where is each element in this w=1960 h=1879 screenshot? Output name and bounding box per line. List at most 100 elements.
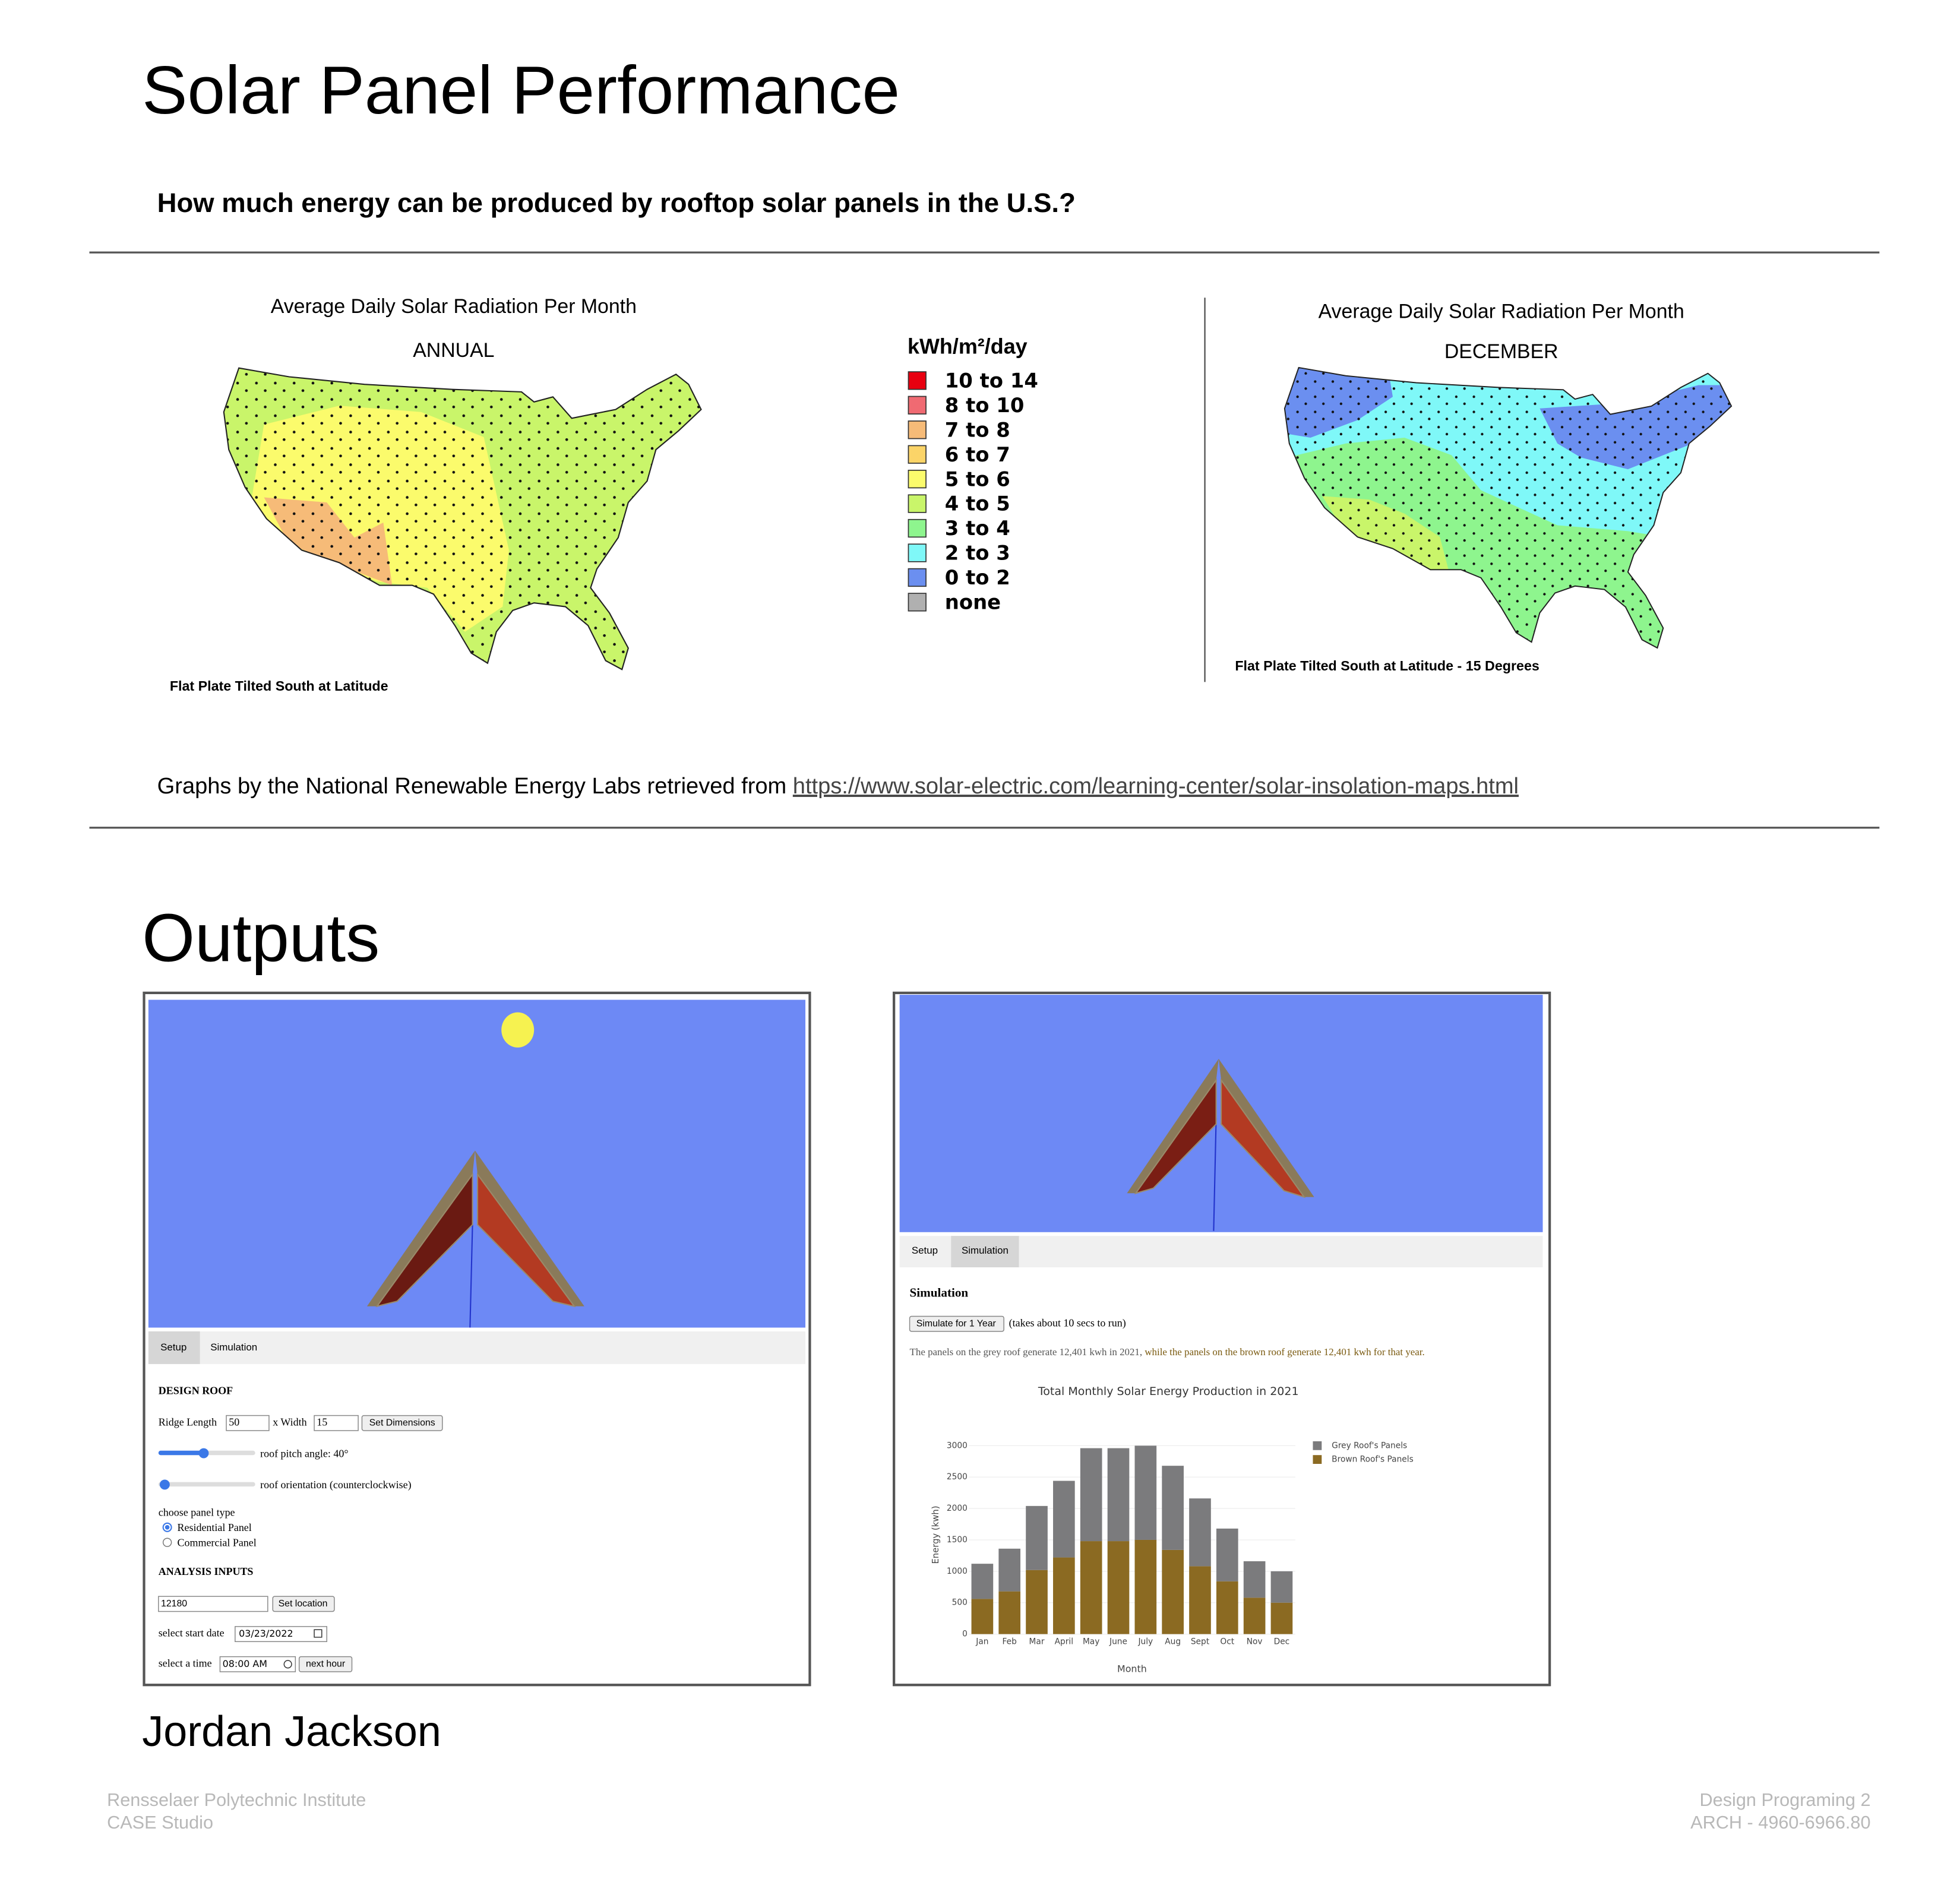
bar <box>1107 1448 1130 1542</box>
page-title: Solar Panel Performance <box>142 53 900 128</box>
result-brown: while the panels on the brown roof gener… <box>1145 1346 1424 1358</box>
legend-swatch <box>908 396 927 415</box>
map-caption: Flat Plate Tilted South at Latitude <box>170 678 388 694</box>
button: next hour <box>306 1659 346 1669</box>
map-caption: Flat Plate Tilted South at Latitude - 15… <box>1235 658 1539 673</box>
map-title: Average Daily Solar Radiation Per Month <box>1319 300 1684 323</box>
label: select a time <box>159 1657 212 1669</box>
input-value: 12180 <box>161 1599 187 1609</box>
heading: Simulation <box>910 1285 969 1299</box>
legend-label: 3 to 4 <box>945 517 1010 540</box>
sun <box>501 1012 535 1048</box>
label: choose panel type <box>159 1507 235 1519</box>
result: The panels on the grey roof generate 12,… <box>910 1346 1425 1358</box>
x-tick-label: May <box>1083 1637 1099 1646</box>
x-tick-label: Jan <box>975 1637 988 1646</box>
source-text: Graphs by the National Renewable Energy … <box>157 774 787 799</box>
legend-label: 10 to 14 <box>945 369 1038 392</box>
map-period: DECEMBER <box>1444 340 1558 363</box>
author: Jordan Jackson <box>142 1708 441 1755</box>
input-value: 08:00 AM <box>223 1658 267 1669</box>
bar <box>1053 1557 1075 1634</box>
source-link[interactable]: https://www.solar-electric.com/learning-… <box>793 774 1519 799</box>
bar <box>1216 1581 1238 1634</box>
legend-swatch <box>1313 1455 1322 1464</box>
bar <box>1216 1528 1238 1581</box>
x-tick-label: Oct <box>1220 1637 1234 1646</box>
bar <box>1026 1570 1048 1634</box>
x-tick-label: July <box>1137 1637 1153 1646</box>
note: (takes about 10 secs to run) <box>1009 1317 1126 1329</box>
legend-swatch <box>908 469 927 489</box>
bar <box>1162 1466 1184 1550</box>
map-period: ANNUAL <box>413 339 494 362</box>
roof-face <box>476 1172 576 1308</box>
bar <box>971 1599 994 1634</box>
result-grey: The panels on the grey roof generate 12,… <box>910 1346 1143 1358</box>
radio-label: Residential Panel <box>178 1521 252 1533</box>
label: Ridge Length <box>159 1416 217 1428</box>
footer-left: CASE Studio <box>107 1812 213 1833</box>
bar <box>1243 1561 1266 1598</box>
input-value: 15 <box>317 1416 327 1428</box>
annual-map <box>223 367 702 670</box>
bar <box>1080 1448 1102 1542</box>
heading: ANALYSIS INPUTS <box>159 1565 254 1577</box>
x-tick-label: Feb <box>1003 1637 1017 1646</box>
legend-label: none <box>945 591 1001 614</box>
y-tick-label: 1000 <box>947 1567 968 1576</box>
footer-right: ARCH - 4960-6966.80 <box>1690 1812 1870 1833</box>
december-map <box>1284 366 1733 649</box>
legend-unit: kWh/m²/day <box>908 334 1028 358</box>
y-tick-label: 3000 <box>947 1441 968 1450</box>
legend-swatch <box>908 568 927 587</box>
setup-screenshot: Setup Simulation DESIGN ROOF Ridge Lengt… <box>143 991 811 1687</box>
bar <box>1134 1539 1157 1634</box>
bar <box>1026 1505 1048 1570</box>
bar <box>1189 1566 1211 1634</box>
tab: Setup <box>160 1342 186 1353</box>
legend-swatch <box>908 420 927 439</box>
bar <box>971 1564 994 1599</box>
question: How much energy can be produced by rooft… <box>157 188 1076 218</box>
x-tick-label: June <box>1109 1637 1127 1646</box>
bar <box>1270 1602 1293 1634</box>
legend-label: 6 to 7 <box>945 443 1010 466</box>
heading: DESIGN ROOF <box>159 1385 233 1397</box>
y-tick-label: 1500 <box>947 1535 968 1545</box>
x-tick-label: Mar <box>1029 1637 1045 1646</box>
bar <box>1270 1571 1293 1603</box>
bar-chart: Total Monthly Solar Energy Production in… <box>931 1385 1414 1674</box>
bar <box>1080 1541 1102 1634</box>
legend-label: Brown Roof's Panels <box>1332 1455 1414 1464</box>
label: roof pitch angle: 40° <box>260 1447 348 1459</box>
button: Set Dimensions <box>369 1418 435 1428</box>
bar <box>998 1548 1021 1592</box>
simulation-screenshot: Setup Simulation Simulation Simulate for… <box>893 991 1551 1687</box>
y-tick-label: 500 <box>952 1598 968 1608</box>
x-tick-label: Nov <box>1247 1637 1263 1646</box>
legend-label: 4 to 5 <box>945 492 1010 515</box>
x-axis-label: Month <box>1117 1663 1147 1674</box>
button: Set location <box>279 1599 328 1609</box>
y-axis-label: Energy (kwh) <box>931 1505 941 1564</box>
chart-title: Total Monthly Solar Energy Production in… <box>1038 1385 1299 1398</box>
x-tick-label: Aug <box>1165 1637 1181 1646</box>
bar <box>1243 1598 1266 1634</box>
bar <box>1134 1445 1157 1540</box>
footer-left: Rensselaer Polytechnic Institute <box>107 1790 366 1810</box>
footer-right: Design Programing 2 <box>1700 1790 1871 1810</box>
bar <box>1189 1498 1211 1567</box>
x-tick-label: Dec <box>1274 1637 1290 1646</box>
roof-face <box>1221 1078 1306 1198</box>
input-value: 50 <box>229 1416 239 1428</box>
x-tick-label: April <box>1055 1637 1073 1646</box>
section-title: Outputs <box>142 901 380 976</box>
radio-label: Commercial Panel <box>178 1536 257 1548</box>
tab: Setup <box>912 1245 938 1256</box>
y-tick-label: 0 <box>962 1630 968 1639</box>
legend-label: 2 to 3 <box>945 542 1010 565</box>
y-tick-label: 2500 <box>947 1472 968 1482</box>
legend-label: 0 to 2 <box>945 566 1010 589</box>
